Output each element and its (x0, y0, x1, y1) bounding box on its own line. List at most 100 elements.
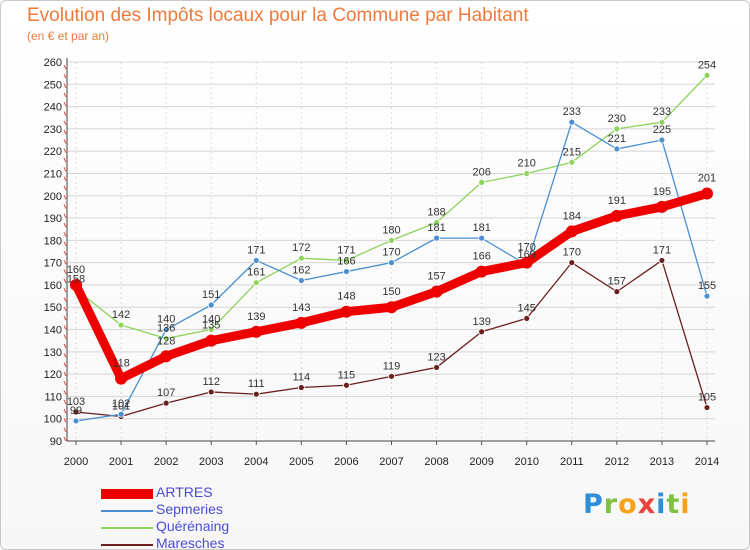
data-point-qurnaing (568, 158, 576, 166)
data-label-artres: 160 (67, 264, 85, 276)
data-label-artres: 139 (247, 311, 265, 323)
data-label-artres: 128 (157, 335, 175, 347)
data-label-maresches: 170 (563, 247, 581, 259)
axis-dash (63, 380, 67, 386)
data-label-maresches: 145 (518, 302, 536, 314)
data-point-sepmeries (162, 326, 170, 333)
axis-dash (63, 315, 67, 321)
x-tick-label: 2014 (695, 456, 719, 468)
data-label-artres: 201 (698, 173, 716, 185)
axis-dash (63, 241, 67, 246)
data-point-qurnaing (117, 321, 125, 329)
data-label-maresches: 114 (293, 371, 311, 383)
data-point-sepmeries (478, 234, 486, 242)
data-point-maresches (207, 388, 215, 396)
axis-dash (63, 148, 67, 153)
logo-letter: P (583, 489, 604, 520)
data-label-artres: 184 (563, 210, 581, 222)
y-tick-label: 150 (44, 302, 62, 314)
y-tick-label: 220 (44, 146, 62, 158)
data-point-qurnaing (252, 279, 260, 287)
logo-letter: i (680, 489, 691, 520)
data-label-sepmeries: 170 (382, 247, 400, 259)
axes: 9010011012013014015016017018019020021022… (44, 57, 720, 468)
y-tick-label: 250 (44, 79, 62, 91)
data-label-sepmeries: 225 (653, 124, 671, 136)
axis-dash (63, 362, 67, 367)
y-tick-label: 110 (44, 391, 62, 403)
x-tick-label: 2009 (469, 456, 493, 468)
x-tick-label: 2008 (424, 456, 448, 468)
data-label-maresches: 123 (427, 351, 445, 363)
y-tick-label: 90 (50, 436, 62, 448)
x-tick-label: 2003 (199, 456, 223, 468)
axis-dash (63, 408, 67, 414)
data-label-qurnaing: 215 (563, 146, 581, 158)
x-tick-label: 2011 (560, 456, 584, 468)
axis-dash (63, 297, 67, 302)
line-chart: 9010011012013014015016017018019020021022… (44, 57, 720, 468)
data-point-sepmeries (568, 118, 576, 126)
data-point-sepmeries (207, 301, 215, 309)
data-point-maresches (388, 372, 395, 380)
data-label-artres: 191 (608, 195, 626, 207)
axis-dash (63, 278, 67, 284)
data-label-maresches: 139 (472, 316, 490, 328)
data-label-qurnaing: 140 (202, 314, 220, 326)
y-tick-label: 180 (44, 235, 62, 247)
data-label-maresches: 101 (112, 400, 130, 412)
axis-dash (63, 139, 67, 144)
x-tick-label: 2002 (154, 456, 178, 468)
data-label-sepmeries: 151 (202, 289, 220, 301)
data-point-artres (115, 372, 128, 385)
data-label-sepmeries: 99 (70, 405, 82, 417)
y-tick-label: 240 (44, 102, 62, 114)
data-point-qurnaing (297, 254, 305, 262)
data-label-qurnaing: 210 (518, 157, 536, 169)
data-point-maresches (568, 259, 576, 267)
axis-dash (63, 427, 67, 432)
data-point-maresches (162, 399, 170, 407)
axis-dash (63, 167, 67, 172)
axis-dash (63, 287, 67, 293)
data-label-qurnaing: 188 (427, 207, 445, 219)
data-point-qurnaing (703, 71, 711, 79)
logo-letter: x (637, 489, 657, 520)
axis-dash (63, 260, 67, 265)
axis-dash (63, 334, 67, 339)
data-point-artres (250, 325, 263, 338)
y-tick-label: 120 (44, 369, 62, 381)
data-point-qurnaing (613, 125, 621, 133)
legend-label-querenaing: Quérénaing (156, 518, 230, 534)
data-point-sepmeries (433, 234, 440, 242)
data-point-artres (565, 225, 578, 238)
data-point-artres (655, 200, 668, 213)
legend-label-sepmeries: Sepmeries (156, 501, 223, 517)
data-label-artres: 135 (202, 320, 220, 332)
data-point-sepmeries (703, 292, 711, 300)
data-point-qurnaing (523, 170, 531, 177)
data-label-qurnaing: 172 (292, 242, 310, 254)
axis-dash (63, 399, 67, 405)
data-point-artres (385, 301, 398, 314)
axis-dash (63, 222, 67, 228)
data-label-qurnaing: 206 (472, 166, 490, 178)
data-label-artres: 143 (292, 302, 310, 314)
data-label-qurnaing: 230 (608, 113, 626, 125)
legend-swatch-sepmeries (101, 510, 153, 512)
y-tick-label: 210 (44, 168, 62, 180)
axis-dash (63, 371, 67, 377)
data-label-sepmeries: 181 (427, 222, 445, 234)
data-point-maresches (252, 390, 260, 398)
x-tick-label: 2000 (64, 456, 88, 468)
data-label-artres: 148 (337, 291, 355, 303)
data-label-maresches: 103 (67, 396, 85, 408)
data-label-artres: 166 (472, 251, 490, 263)
data-point-qurnaing (478, 178, 486, 186)
data-point-sepmeries (252, 257, 260, 264)
data-label-sepmeries: 162 (292, 264, 310, 276)
data-label-artres: 150 (382, 286, 400, 298)
data-label-sepmeries: 169 (518, 249, 536, 261)
x-tick-label: 2006 (334, 456, 358, 468)
